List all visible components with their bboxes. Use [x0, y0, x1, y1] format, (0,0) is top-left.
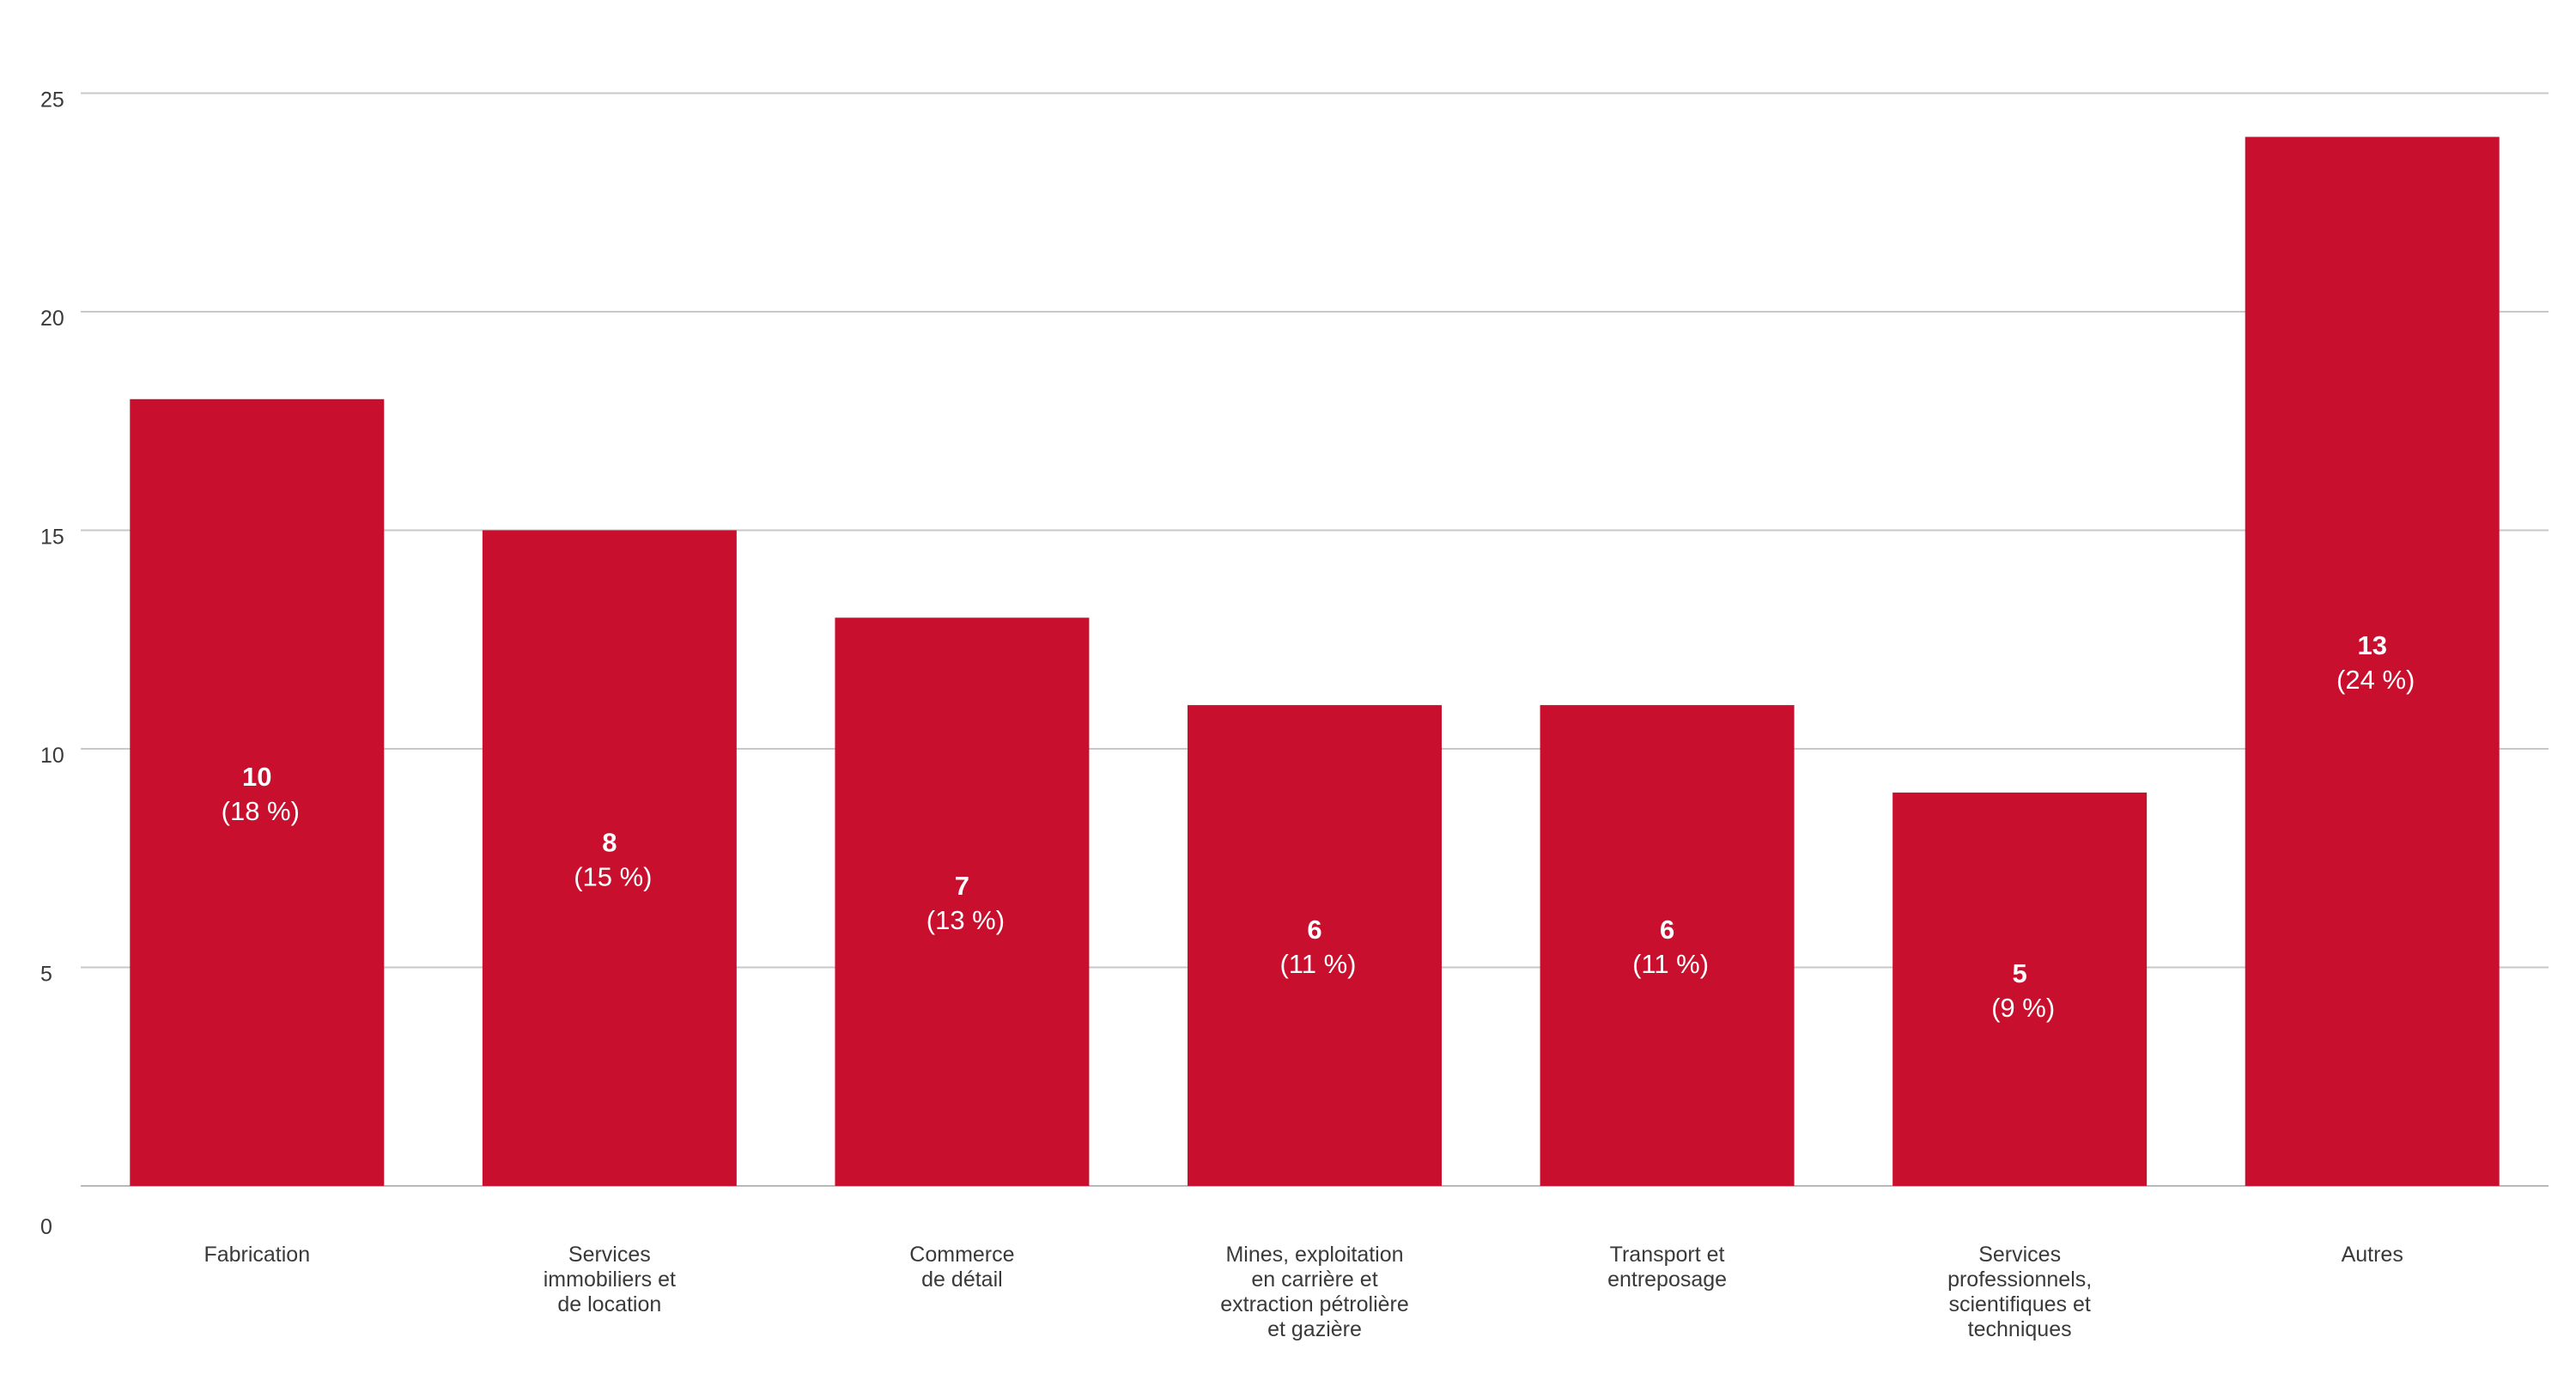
bar-value-label: 5 — [2013, 958, 2027, 988]
bar-value-label: 10 — [242, 762, 271, 792]
bar — [1893, 792, 2148, 1186]
x-category-label: entreposage — [1607, 1267, 1727, 1292]
y-tick-label: 15 — [40, 526, 64, 550]
bar-percent-label: (9 %) — [1991, 993, 2055, 1023]
bar-value-label: 8 — [602, 827, 617, 857]
bar — [1188, 705, 1442, 1186]
bar-percent-label: (15 %) — [574, 861, 652, 891]
x-category-label: immobiliers et — [544, 1267, 676, 1292]
bar-percent-label: (13 %) — [927, 905, 1005, 935]
x-category-label: de détail — [921, 1267, 1003, 1292]
x-category-label: Autres — [2342, 1243, 2403, 1267]
bar-percent-label: (24 %) — [2336, 665, 2415, 695]
x-category-label: professionnels, — [1947, 1267, 2092, 1292]
x-category-label: Services — [1978, 1243, 2061, 1267]
bar-percent-label: (11 %) — [1632, 949, 1709, 979]
x-category-label: scientifiques et — [1948, 1292, 2090, 1316]
x-category-label: en carrière et — [1251, 1267, 1377, 1292]
data-labels: 10 (18 %) 8 (15 %) 7 (13 %) 6 (11 %) 6 (11 %) 5 (9 … — [222, 630, 2415, 1023]
x-category-label: Commerce — [909, 1243, 1014, 1267]
x-category-label: techniques — [1968, 1317, 2072, 1341]
x-category-label: extraction pétrolière — [1220, 1292, 1409, 1316]
x-category-label: Mines, exploitation — [1225, 1243, 1403, 1267]
bar-value-label: 13 — [2357, 630, 2386, 660]
x-category-label: et gazière — [1267, 1317, 1362, 1341]
y-axis-ticks: 0 5 10 15 20 25 — [40, 88, 64, 1240]
bar-value-label: 6 — [1307, 915, 1321, 945]
y-tick-label: 20 — [40, 307, 64, 331]
y-tick-label: 25 — [40, 88, 64, 112]
bar-value-label: 6 — [1660, 915, 1674, 945]
bar — [835, 617, 1090, 1186]
x-category-label: Services — [568, 1243, 651, 1267]
x-category-label: de location — [557, 1292, 661, 1316]
bar — [130, 398, 385, 1186]
bar-percent-label: (11 %) — [1279, 949, 1356, 979]
bars — [130, 137, 2500, 1186]
y-tick-label: 0 — [40, 1215, 52, 1239]
bar — [482, 530, 737, 1186]
x-category-label: Transport et — [1610, 1243, 1725, 1267]
bar — [1540, 705, 1795, 1186]
bar — [2245, 137, 2500, 1186]
bar-percent-label: (18 %) — [222, 796, 300, 826]
y-tick-label: 10 — [40, 744, 64, 768]
y-tick-label: 5 — [40, 963, 52, 987]
x-category-label: Fabrication — [204, 1243, 310, 1267]
bar-value-label: 7 — [955, 871, 969, 901]
